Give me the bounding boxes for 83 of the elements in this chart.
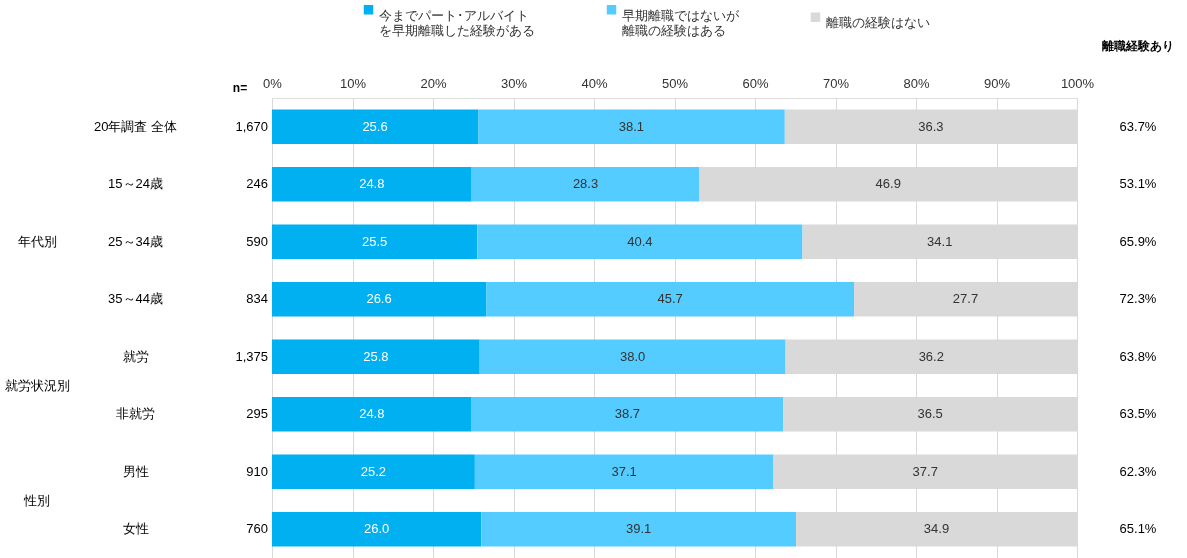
- data-label: 25.5: [361, 233, 388, 249]
- data-label: 38.7: [614, 406, 641, 422]
- y-tick-label: 男性: [122, 463, 149, 479]
- data-label: 25.2: [360, 463, 387, 479]
- text: 53.1%: [1119, 176, 1157, 192]
- text: 834: [246, 291, 268, 307]
- text: 760: [246, 521, 268, 537]
- text: 910: [246, 463, 268, 479]
- y-tick-label: 20年調査 全体: [93, 118, 178, 134]
- bar: [477, 224, 803, 259]
- text: 離職経験あり: [1101, 39, 1174, 53]
- text: 72.3%: [1119, 291, 1157, 307]
- data-label: 25.8: [363, 348, 389, 364]
- data-label: 37.7: [912, 463, 938, 479]
- bar: [486, 282, 855, 317]
- text: 63.8%: [1119, 348, 1157, 364]
- text: n=: [232, 81, 248, 95]
- data-label: 38.1: [618, 118, 645, 134]
- text: 590: [246, 233, 268, 249]
- bar: [272, 167, 472, 202]
- text: 62.3%: [1119, 463, 1157, 479]
- bar: [471, 167, 700, 202]
- data-label: 34.1: [927, 233, 953, 249]
- bar: [272, 339, 480, 374]
- data-label: 45.7: [657, 291, 683, 307]
- text: 295: [246, 406, 268, 422]
- bar: [481, 512, 797, 547]
- bar: [272, 282, 487, 317]
- x-tick-label: 100%: [1060, 75, 1095, 91]
- y-tick-label: 女性: [122, 521, 149, 537]
- y-tick-label: 就労: [122, 348, 149, 364]
- x-tick-label: 40%: [581, 75, 608, 91]
- y-tick-label: 非就労: [116, 406, 155, 422]
- x-tick-label: 70%: [822, 75, 850, 91]
- data-label: 24.8: [359, 176, 385, 192]
- bar: [478, 109, 785, 144]
- x-tick-label: 90%: [983, 75, 1011, 91]
- x-tick-label: 0%: [263, 75, 283, 91]
- bar: [474, 454, 774, 489]
- bar: [272, 109, 479, 144]
- data-label: 38.0: [619, 348, 646, 364]
- data-label: 46.9: [875, 176, 901, 192]
- data-label: 36.2: [918, 348, 944, 364]
- x-tick-label: 60%: [742, 75, 769, 91]
- data-label: 27.7: [952, 291, 979, 307]
- bar: [479, 339, 786, 374]
- text: 65.1%: [1119, 521, 1157, 537]
- data-label: 25.6: [362, 118, 388, 134]
- data-label: 28.3: [572, 176, 599, 192]
- text: 就労状況別: [4, 377, 70, 393]
- data-label: 24.8: [359, 406, 385, 422]
- x-tick-label: 30%: [500, 75, 528, 91]
- text: 1,670: [235, 118, 268, 134]
- legend-label: 離職の経験はない: [826, 15, 930, 31]
- data-label: 36.3: [918, 118, 944, 134]
- text: 性別: [23, 492, 50, 508]
- x-tick-label: 80%: [903, 75, 930, 91]
- data-label: 37.1: [611, 463, 637, 479]
- bar: [272, 512, 482, 547]
- text: 63.5%: [1119, 406, 1157, 422]
- data-label: 36.5: [917, 406, 943, 422]
- text: 246: [246, 176, 268, 192]
- bar: [272, 397, 472, 432]
- bar: [272, 224, 478, 259]
- data-label: 26.6: [366, 291, 392, 307]
- data-label: 40.4: [627, 233, 653, 249]
- y-tick-label: 35～44歳: [108, 291, 163, 307]
- x-tick-label: 20%: [420, 75, 447, 91]
- text: 1,375: [235, 348, 268, 364]
- y-tick-label: 25～34歳: [108, 233, 163, 249]
- x-tick-label: 50%: [661, 75, 689, 91]
- bar: [272, 454, 475, 489]
- data-label: 26.0: [363, 521, 390, 537]
- legend-label: 今までパート･アルバイトを早期離職した経験がある: [379, 7, 535, 38]
- x-tick-label: 10%: [339, 75, 367, 91]
- text: 年代別: [17, 233, 57, 249]
- data-label: 39.1: [626, 521, 652, 537]
- text: 65.9%: [1119, 233, 1157, 249]
- data-label: 34.9: [923, 521, 950, 537]
- y-tick-label: 15～24歳: [108, 176, 163, 192]
- legend-label: 早期離職ではないが離職の経験はある: [622, 7, 740, 38]
- bar: [471, 397, 784, 432]
- text: 63.7%: [1119, 118, 1157, 134]
